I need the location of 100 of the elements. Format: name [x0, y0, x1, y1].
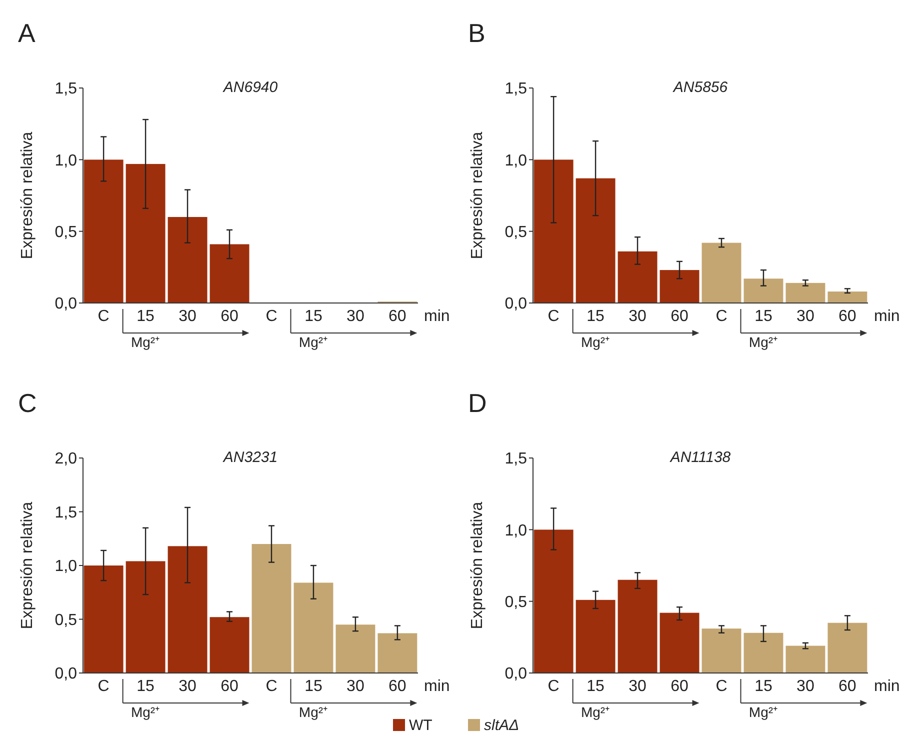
- text: C: [18, 388, 37, 418]
- legend-label: sltAΔ: [484, 717, 520, 734]
- legend-label: WT: [409, 717, 432, 734]
- x-tick-label: 30: [628, 678, 647, 695]
- x-tick-label: 15: [304, 678, 322, 695]
- y-tick-label: 0,5: [54, 224, 78, 241]
- x-tick-label: 15: [754, 678, 772, 695]
- x-tick-label: 30: [346, 308, 364, 325]
- text: Mg²⁺: [748, 704, 778, 720]
- text: A: [18, 18, 36, 48]
- text: Mg²⁺: [580, 334, 610, 350]
- y-tick-label: 0,0: [54, 296, 78, 313]
- x-tick-label: 60: [220, 678, 239, 695]
- x-tick-label: C: [266, 308, 278, 325]
- x-tick-label: 30: [796, 678, 814, 695]
- x-tick-label: C: [716, 308, 728, 325]
- text: Mg²⁺: [130, 704, 160, 720]
- bar: [168, 546, 208, 673]
- y-tick-label: 1,0: [504, 522, 528, 540]
- x-tick-label: 60: [670, 308, 689, 325]
- text: Mg²⁺: [748, 334, 778, 350]
- y-tick-label: 1,0: [54, 152, 78, 170]
- bar: [168, 217, 208, 303]
- bar: [744, 278, 784, 303]
- y-tick-label: 1,5: [54, 80, 78, 98]
- bar: [534, 530, 574, 673]
- bar: [618, 580, 658, 673]
- y-tick-label: 1,0: [504, 152, 528, 170]
- bar: [702, 242, 742, 303]
- bar: [336, 624, 376, 673]
- x-tick-label: 30: [346, 678, 364, 695]
- bar: [744, 632, 784, 673]
- x-tick-label: C: [716, 678, 728, 695]
- text: D: [468, 388, 487, 418]
- y-tick-label: 1,5: [504, 80, 528, 98]
- text: Mg²⁺: [298, 334, 328, 350]
- bar: [534, 160, 574, 303]
- y-tick-label: 1,0: [54, 558, 78, 576]
- bar: [786, 282, 826, 303]
- y-axis-title: Expresión relativa: [19, 502, 36, 630]
- x-tick-label: C: [266, 678, 278, 695]
- bar: [84, 160, 124, 303]
- text: Mg²⁺: [298, 704, 328, 720]
- x-tick-label: 60: [388, 678, 406, 695]
- bar: [702, 628, 742, 673]
- x-tick-label: 60: [838, 678, 856, 695]
- x-tick-label: 30: [796, 308, 814, 325]
- text: Mg²⁺: [580, 704, 610, 720]
- x-tick-label: 60: [388, 308, 406, 325]
- x-tick-label: 60: [670, 678, 689, 695]
- y-axis-title: Expresión relativa: [469, 132, 486, 260]
- x-axis-title: min: [874, 308, 900, 325]
- x-tick-label: 15: [586, 678, 605, 695]
- x-tick-label: C: [98, 678, 110, 695]
- chart-title: AN5856: [672, 79, 728, 96]
- chart-title: AN3231: [222, 449, 278, 466]
- text: Mg²⁺: [130, 334, 160, 350]
- bar: [126, 164, 166, 303]
- bar: [660, 612, 700, 673]
- x-tick-label: 30: [178, 678, 197, 695]
- y-tick-label: 2,0: [54, 450, 78, 468]
- bar: [618, 251, 658, 303]
- x-tick-label: 15: [136, 678, 155, 695]
- x-tick-label: 60: [220, 308, 239, 325]
- y-tick-label: 1,5: [504, 450, 528, 468]
- x-tick-label: 30: [178, 308, 197, 325]
- y-axis-title: Expresión relativa: [19, 132, 36, 260]
- x-tick-label: 60: [838, 308, 856, 325]
- bar: [210, 244, 250, 303]
- y-tick-label: 0,5: [54, 612, 78, 629]
- x-tick-label: 15: [754, 308, 772, 325]
- x-axis-title: min: [874, 678, 900, 695]
- chart-title: AN6940: [222, 79, 278, 96]
- x-tick-label: C: [548, 308, 560, 325]
- bar: [786, 646, 826, 673]
- y-tick-label: 0,5: [504, 594, 528, 611]
- y-tick-label: 0,0: [504, 296, 528, 313]
- x-tick-label: C: [548, 678, 560, 695]
- x-tick-label: C: [98, 308, 110, 325]
- bar: [828, 622, 868, 673]
- text: B: [468, 18, 486, 48]
- x-tick-label: 15: [304, 308, 322, 325]
- bar: [294, 582, 334, 673]
- x-axis-title: min: [424, 678, 450, 695]
- y-axis-title: Expresión relativa: [469, 502, 486, 630]
- bar: [828, 292, 868, 303]
- bar: [84, 566, 124, 673]
- x-tick-label: 30: [628, 308, 647, 325]
- x-tick-label: 15: [136, 308, 155, 325]
- bar: [210, 617, 250, 673]
- bar: [378, 633, 418, 673]
- y-tick-label: 1,5: [54, 504, 78, 522]
- bar: [576, 600, 616, 673]
- x-tick-label: 15: [586, 308, 605, 325]
- bar: [660, 270, 700, 303]
- bar: [126, 561, 166, 673]
- y-tick-label: 0,0: [504, 666, 528, 683]
- chart-title: AN11138: [669, 449, 732, 466]
- bar: [252, 544, 292, 673]
- bar: [576, 178, 616, 303]
